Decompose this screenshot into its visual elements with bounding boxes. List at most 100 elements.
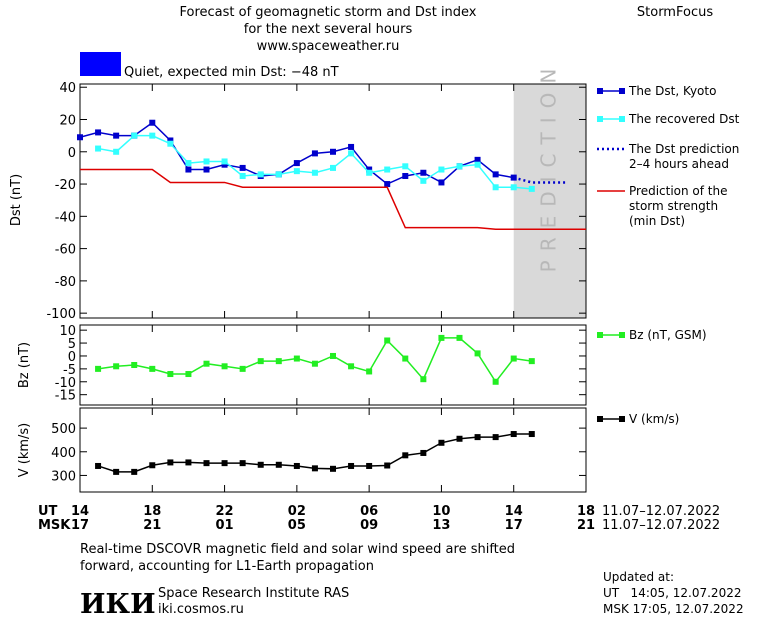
- series-marker: [113, 363, 120, 370]
- x2-tick-label: 21: [577, 518, 595, 533]
- legend-swatch: [597, 190, 625, 192]
- series-marker: [474, 350, 481, 357]
- series-marker: [528, 185, 535, 192]
- x-tick-label: 14: [505, 504, 523, 519]
- series-marker: [221, 363, 228, 370]
- x2-tick-label: 17: [71, 518, 89, 533]
- x-tick-label: 10: [432, 504, 450, 519]
- series-marker: [185, 166, 192, 173]
- x-row-label: UT: [38, 504, 58, 519]
- legend-swatch: [597, 88, 625, 94]
- series-marker: [438, 166, 445, 173]
- series-marker: [474, 161, 481, 168]
- legend-swatch: [597, 116, 625, 122]
- series-line: [79, 121, 514, 185]
- series-marker: [239, 164, 246, 171]
- series-marker: [402, 355, 409, 362]
- legend-swatch: [597, 416, 625, 422]
- series-marker: [131, 362, 138, 368]
- legend-label: The recovered Dst: [629, 112, 740, 126]
- title-line: www.spaceweather.ru: [257, 39, 400, 54]
- series-marker: [131, 132, 138, 139]
- series-line: [97, 134, 532, 190]
- series-line: [513, 176, 568, 184]
- status-box: [80, 52, 121, 76]
- logo: ИКИ: [80, 589, 156, 620]
- series-marker: [311, 169, 318, 176]
- series-marker: [510, 355, 517, 362]
- series-marker: [420, 169, 427, 176]
- y-tick-label: 0: [68, 350, 76, 365]
- series-marker: [239, 172, 246, 179]
- x-tick-label: 06: [360, 504, 378, 519]
- series-marker: [311, 150, 318, 157]
- y-tick-label: -80: [55, 275, 76, 290]
- y-tick-label: -20: [55, 178, 76, 193]
- y-tick-label: 500: [51, 422, 76, 437]
- series-marker: [203, 360, 210, 367]
- legend-swatch: [597, 147, 625, 151]
- y-axis-label: Bz (nT): [17, 342, 32, 388]
- series-marker: [257, 171, 264, 178]
- date-range: 11.07–12.07.2022: [602, 504, 720, 519]
- y-tick-label: 5: [68, 337, 76, 352]
- y-tick-label: 10: [59, 324, 76, 339]
- y-tick-label: 300: [51, 469, 76, 484]
- series-marker: [275, 171, 282, 178]
- series-marker: [438, 179, 445, 186]
- y-tick-label: -5: [63, 363, 76, 378]
- series-marker: [474, 156, 481, 163]
- series-marker: [293, 168, 300, 175]
- series-marker: [438, 439, 445, 446]
- series-marker: [275, 358, 282, 365]
- series-marker: [221, 460, 228, 467]
- series-marker: [311, 465, 318, 472]
- series-marker: [113, 148, 120, 155]
- updated-label: Updated at:: [603, 570, 674, 584]
- series-marker: [275, 461, 282, 468]
- series-marker: [131, 468, 138, 475]
- series-marker: [167, 140, 174, 147]
- series-marker: [95, 145, 102, 152]
- series-marker: [420, 449, 427, 456]
- y-tick-label: 0: [68, 146, 76, 161]
- series-marker: [420, 376, 427, 383]
- series-marker: [239, 460, 246, 467]
- series-marker: [185, 160, 192, 167]
- series-marker: [293, 355, 300, 362]
- series-marker: [239, 365, 246, 372]
- series-marker: [203, 158, 210, 165]
- legend-marker: [619, 332, 625, 338]
- series-marker: [348, 363, 355, 370]
- series-marker: [330, 164, 336, 171]
- y-tick-label: -40: [55, 210, 76, 225]
- series-marker: [293, 160, 300, 167]
- y-axis-label: V (km/s): [17, 423, 32, 478]
- x2-tick-label: 13: [432, 518, 450, 533]
- series-marker: [366, 169, 373, 176]
- series-marker: [492, 184, 499, 191]
- updated-ut: UT 14:05, 12.07.2022: [603, 586, 741, 600]
- legend-marker: [597, 116, 603, 122]
- x-tick-label: 02: [288, 504, 306, 519]
- prediction-label: PREDICTION: [536, 60, 560, 273]
- y-axis-label: Dst (nT): [9, 174, 24, 226]
- series-marker: [456, 163, 463, 170]
- series-marker: [203, 166, 210, 173]
- legend-item: The recovered Dst: [596, 112, 739, 127]
- legend-label: Prediction of the storm strength (min Ds…: [629, 184, 728, 228]
- legend-marker: [597, 88, 603, 94]
- series-marker: [167, 137, 174, 144]
- x2-row-label: MSK: [38, 518, 71, 533]
- series-marker: [203, 460, 210, 467]
- institute: Space Research Institute RAS: [158, 586, 349, 601]
- series-marker: [330, 148, 336, 155]
- x-tick-label: 22: [216, 504, 234, 519]
- series-marker: [185, 459, 192, 466]
- legend-label: Bz (nT, GSM): [629, 328, 707, 342]
- series-marker: [257, 461, 264, 468]
- legend-marker: [597, 416, 603, 422]
- series-marker: [384, 181, 391, 188]
